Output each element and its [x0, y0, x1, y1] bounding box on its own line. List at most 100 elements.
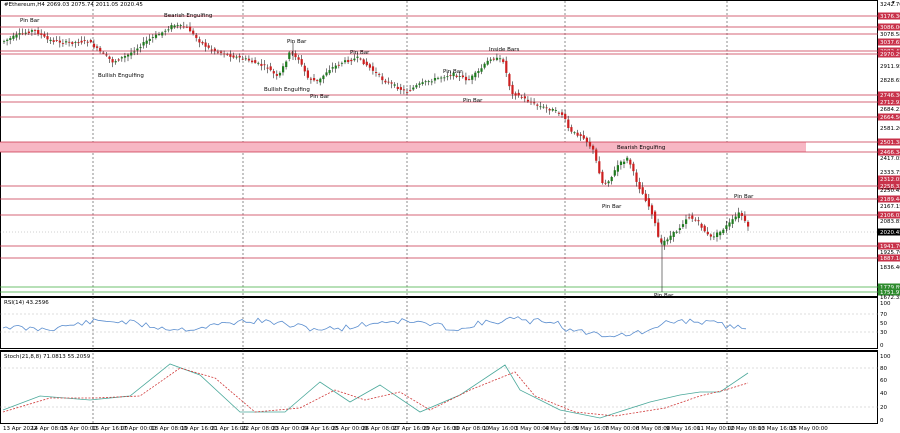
- candle: [492, 58, 495, 60]
- candle: [728, 222, 731, 227]
- price-axis-label: 3176.36: [880, 14, 900, 20]
- candle: [46, 36, 49, 40]
- candle: [154, 34, 158, 38]
- price-axis-label: 2083.85: [880, 219, 900, 225]
- pattern-label: Pin Bar: [350, 50, 370, 56]
- candle: [83, 40, 86, 42]
- candle: [300, 59, 303, 65]
- candle: [68, 41, 71, 43]
- candle: [368, 64, 371, 68]
- candle: [334, 65, 337, 69]
- price-axis-label: 2664.50: [880, 115, 900, 121]
- time-axis-label: 15 May 00:00: [790, 426, 828, 432]
- candle: [145, 40, 148, 44]
- candle: [678, 228, 681, 230]
- candle: [123, 56, 127, 58]
- candle: [105, 54, 108, 56]
- time-axis-label: 24 Apr 16:00: [302, 426, 338, 432]
- candle: [421, 82, 424, 84]
- candle: [176, 25, 179, 26]
- candle: [130, 52, 133, 56]
- candle: [309, 78, 313, 80]
- pattern-label: Bearish Engulfing: [617, 145, 665, 151]
- time-axis-label: 13 Apr 2022: [3, 426, 37, 432]
- candle: [77, 42, 80, 44]
- price-axis-label: 2911.95: [880, 64, 900, 70]
- candle: [737, 212, 740, 219]
- candle: [117, 59, 120, 61]
- candle: [136, 48, 139, 51]
- candle: [179, 25, 182, 26]
- stoch-axis-label: 100: [880, 354, 891, 360]
- candle: [15, 34, 18, 38]
- rsi-axis-label: 100: [880, 301, 891, 307]
- candle: [260, 63, 263, 66]
- candle: [446, 76, 449, 78]
- candle: [244, 58, 247, 60]
- candle: [557, 112, 561, 114]
- candle: [210, 49, 213, 51]
- candle: [570, 127, 573, 132]
- candle: [567, 119, 570, 129]
- candle: [712, 236, 716, 238]
- candle: [598, 161, 601, 174]
- candle: [381, 76, 384, 81]
- rsi-axis-label: 30: [880, 330, 887, 336]
- candle: [424, 81, 427, 83]
- candle: [650, 205, 654, 215]
- pattern-label: Bullish Engulfing: [264, 87, 310, 93]
- candle: [393, 84, 396, 86]
- candle: [331, 67, 334, 69]
- candle: [371, 66, 375, 71]
- candle: [638, 182, 641, 190]
- candle: [437, 77, 440, 79]
- candle: [675, 231, 678, 233]
- chart-close-icon[interactable]: ▾: [892, 0, 895, 6]
- candle: [313, 78, 316, 81]
- time-axis-label: 9 May 16:00: [666, 426, 701, 432]
- candle: [390, 82, 393, 84]
- candle: [65, 41, 68, 43]
- candle: [40, 33, 43, 35]
- candle: [52, 40, 55, 42]
- candle: [681, 224, 685, 227]
- candle: [167, 29, 170, 31]
- candle: [247, 58, 251, 61]
- candle: [471, 75, 474, 80]
- candle: [182, 26, 185, 28]
- candle: [588, 141, 592, 147]
- candle: [489, 59, 492, 61]
- candle: [629, 159, 632, 165]
- pattern-label: Pin Bar: [463, 98, 483, 104]
- candle: [24, 32, 27, 34]
- time-axis-label: 17 Apr 00:00: [120, 426, 156, 432]
- candle: [427, 81, 430, 83]
- price-axis-label: 3078.58: [880, 32, 900, 38]
- candle: [725, 225, 728, 229]
- candle: [158, 34, 161, 35]
- candle: [229, 54, 232, 57]
- price-tag: [878, 91, 900, 99]
- candle: [731, 219, 734, 224]
- candle: [195, 34, 198, 38]
- candle: [55, 40, 58, 41]
- candle: [542, 106, 545, 108]
- candle: [37, 30, 40, 35]
- candle: [189, 26, 192, 32]
- candle: [306, 70, 309, 78]
- candle: [461, 75, 464, 78]
- candle: [347, 59, 350, 63]
- candle: [517, 92, 520, 96]
- candle: [220, 51, 223, 53]
- candle: [455, 75, 458, 77]
- candle: [192, 30, 195, 34]
- candle: [592, 145, 595, 150]
- candle: [89, 40, 92, 43]
- candle: [440, 77, 443, 79]
- candle: [27, 31, 30, 34]
- candle: [9, 38, 12, 40]
- candle: [523, 96, 526, 99]
- candle: [269, 66, 272, 71]
- time-axis-label: 30 Apr 08:00: [453, 426, 489, 432]
